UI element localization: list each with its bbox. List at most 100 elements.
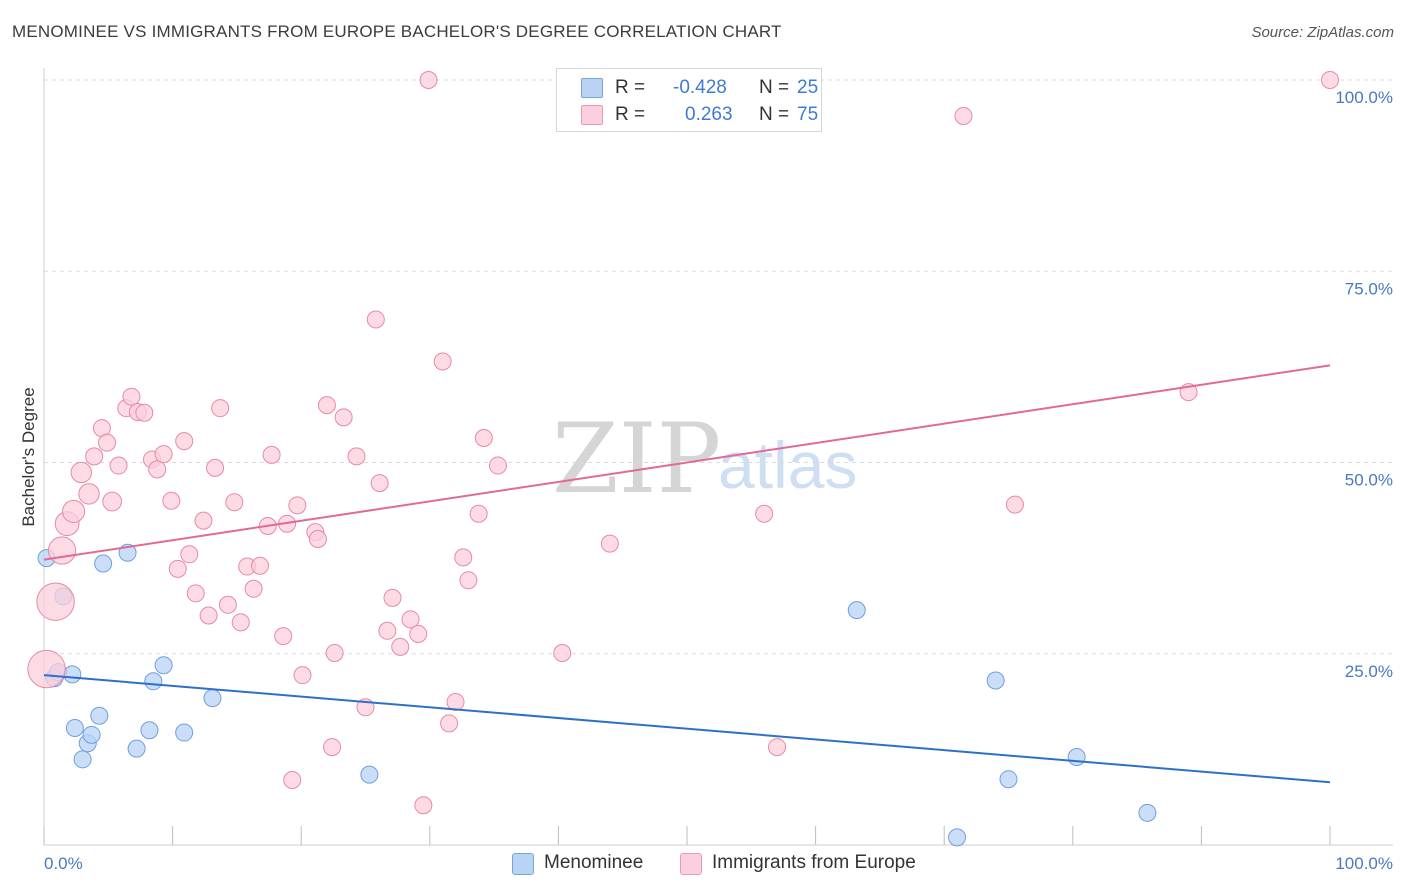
immigrants-point <box>383 588 402 607</box>
immigrants-point <box>218 595 237 614</box>
immigrants-point <box>755 504 774 523</box>
menominee-point <box>90 706 109 725</box>
menominee-point <box>360 765 379 784</box>
axes <box>43 68 1393 846</box>
menominee-point <box>847 601 866 620</box>
immigrants-point <box>370 474 389 493</box>
immigrants-point <box>553 643 572 662</box>
menominee-point <box>82 725 101 744</box>
immigrants-point <box>251 556 270 575</box>
immigrants-points <box>27 71 1339 815</box>
immigrants-point <box>1321 71 1339 89</box>
immigrants-point <box>459 571 478 590</box>
y-tick-label: 25.0% <box>1345 662 1393 681</box>
immigrants-point <box>244 579 263 598</box>
bottom-legend-label: Menominee <box>544 852 644 873</box>
immigrants-point <box>135 403 154 422</box>
immigrants-point <box>186 584 205 603</box>
bottom-legend-swatch-blue <box>512 853 534 875</box>
immigrants-point <box>454 548 473 567</box>
immigrants-point <box>954 106 973 125</box>
immigrants-point <box>122 387 141 406</box>
immigrants-point <box>85 447 104 466</box>
immigrants-point <box>168 559 187 578</box>
immigrants-point <box>325 643 344 662</box>
menominee-point <box>127 739 146 758</box>
immigrants-point <box>433 352 452 371</box>
bottom-legend-label: Immigrants from Europe <box>712 852 916 873</box>
immigrants-point <box>446 692 465 711</box>
menominee-point <box>999 770 1018 789</box>
immigrants-point <box>600 534 619 553</box>
menominee-points <box>37 543 1157 847</box>
immigrants-point <box>180 545 199 564</box>
immigrants-point <box>334 408 353 427</box>
menominee-point <box>948 828 967 847</box>
legend-swatch-pink <box>581 105 603 125</box>
menominee-point <box>175 723 194 742</box>
watermark-zip: ZIP <box>552 403 721 515</box>
menominee-point <box>1067 748 1086 767</box>
x-tick-label-min: 0.0% <box>44 854 83 873</box>
immigrants-point <box>194 511 213 530</box>
immigrants-point <box>162 491 181 510</box>
immigrants-point <box>102 491 123 512</box>
immigrants-point <box>768 738 787 757</box>
immigrants-point <box>36 582 75 621</box>
menominee-point <box>65 718 84 737</box>
correlation-legend: R = -0.428 N = 25 R = 0.263 N = 75 <box>556 68 822 132</box>
menominee-point <box>986 671 1005 690</box>
immigrants-point <box>199 606 218 625</box>
source-label: Source: ZipAtlas.com <box>1251 24 1394 41</box>
immigrants-point <box>378 621 397 640</box>
legend-r-label: R = <box>615 77 646 98</box>
immigrants-point <box>154 445 173 464</box>
immigrants-point <box>98 433 117 452</box>
immigrants-point <box>469 504 488 523</box>
immigrants-point <box>262 445 281 464</box>
immigrants-point <box>474 429 493 448</box>
immigrants-point <box>1005 495 1024 514</box>
legend-r-label: R = <box>615 104 646 125</box>
menominee-point <box>63 665 82 684</box>
menominee-point <box>154 656 173 675</box>
immigrants-point <box>293 666 312 685</box>
y-axis-label: Bachelor's Degree <box>19 387 38 526</box>
immigrants-point <box>288 496 307 515</box>
immigrants-point <box>47 536 77 565</box>
legend-n-label: N = <box>759 77 790 98</box>
immigrants-point <box>323 738 342 757</box>
legend-r-value: -0.428 <box>673 77 727 98</box>
immigrants-point <box>409 624 428 643</box>
menominee-point <box>144 672 163 691</box>
legend-r-value: 0.263 <box>685 104 733 125</box>
immigrants-point <box>283 770 302 789</box>
y-tick-label: 75.0% <box>1345 279 1393 298</box>
menominee-trend-line <box>43 674 1331 784</box>
menominee-point <box>140 721 159 740</box>
immigrants-point <box>366 310 385 329</box>
immigrants-point <box>62 499 86 524</box>
menominee-point <box>1138 803 1157 822</box>
immigrants-point <box>211 399 230 418</box>
immigrants-point <box>70 461 92 484</box>
menominee-point <box>94 554 113 573</box>
immigrants-point <box>78 483 100 505</box>
y-tick-labels: 25.0% 50.0% 75.0% 100.0% <box>1335 88 1393 681</box>
immigrants-point <box>391 637 410 656</box>
immigrants-point <box>231 613 250 632</box>
immigrants-point <box>27 649 66 689</box>
x-tick-label-max: 100.0% <box>1335 854 1393 873</box>
immigrants-point <box>317 396 336 415</box>
menominee-point <box>73 750 92 769</box>
immigrants-point <box>206 458 225 477</box>
immigrants-point <box>225 493 244 512</box>
immigrants-point <box>414 796 433 815</box>
trend-lines <box>43 364 1331 784</box>
immigrants-point <box>109 456 128 475</box>
y-tick-label: 100.0% <box>1335 88 1393 107</box>
immigrants-point <box>175 432 194 451</box>
immigrants-point <box>148 460 167 479</box>
menominee-point <box>203 689 222 708</box>
